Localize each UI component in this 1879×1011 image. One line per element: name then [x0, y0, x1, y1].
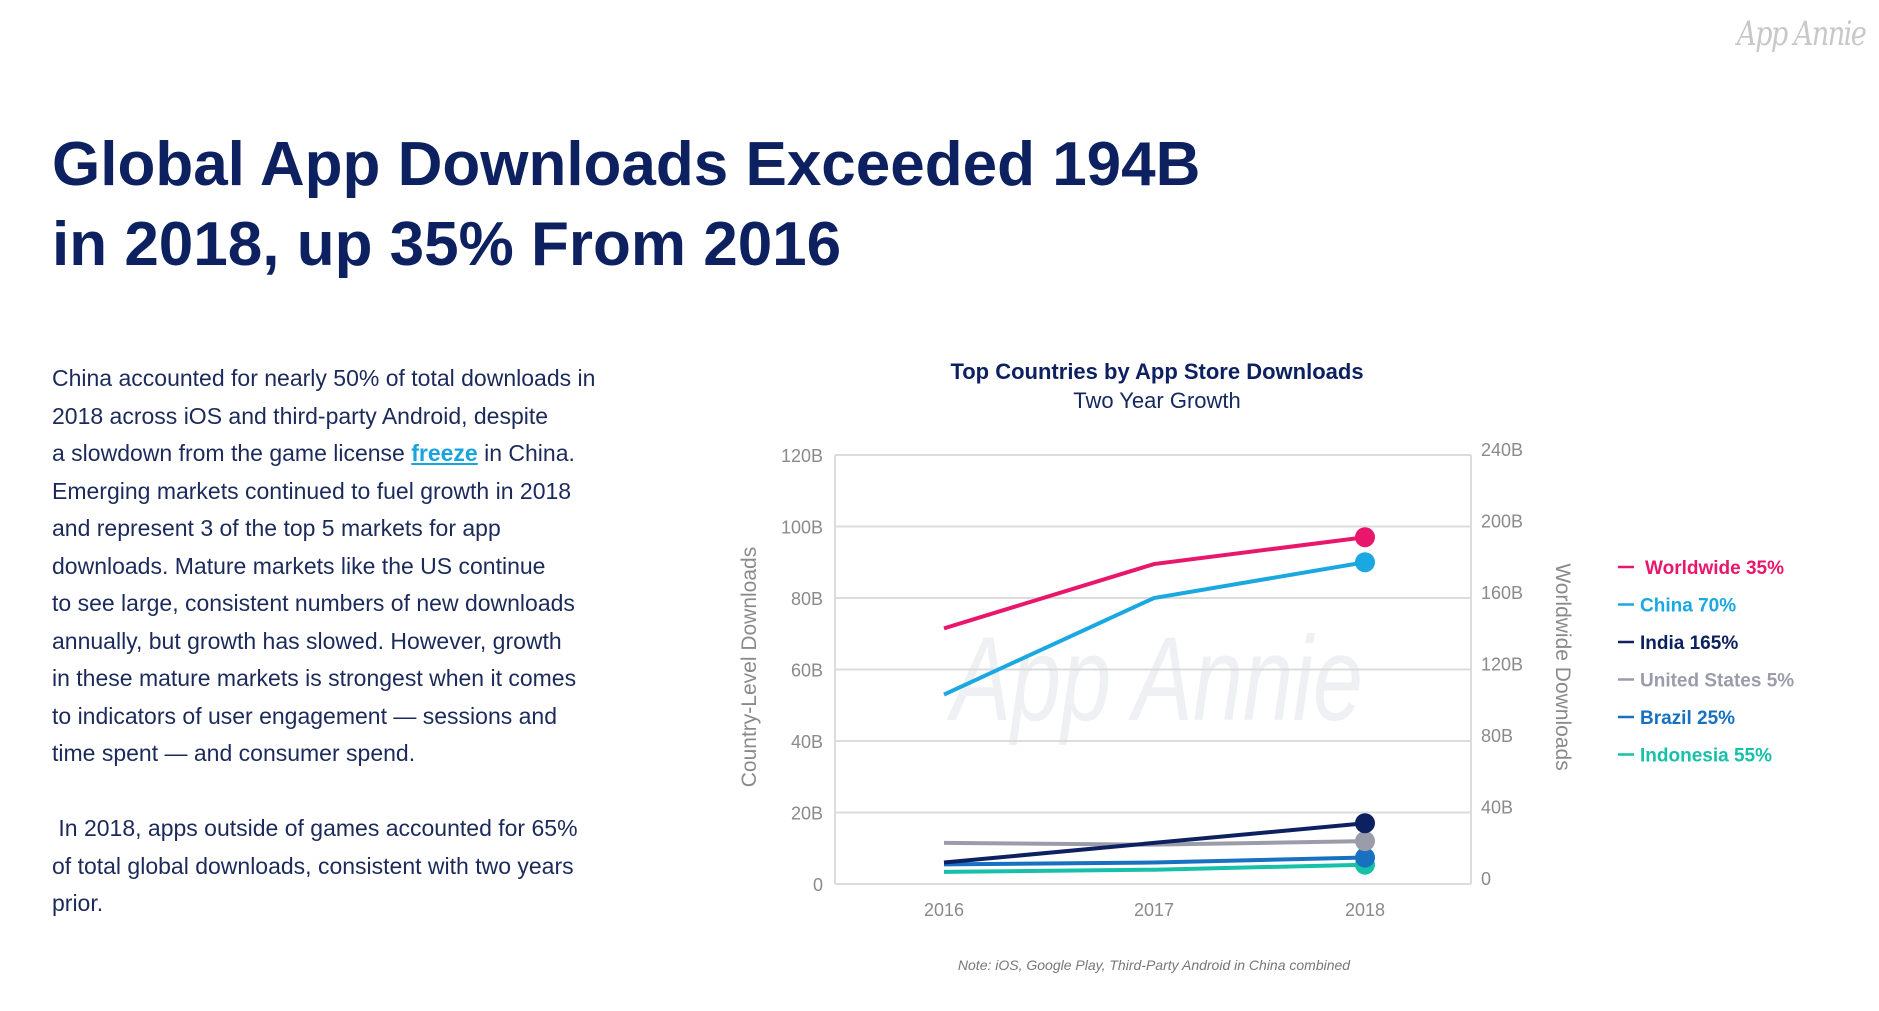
- y-tick-right: 80B: [1481, 726, 1513, 746]
- series-endpoint-united-states: [1355, 831, 1375, 852]
- series-endpoint-china: [1355, 552, 1375, 573]
- x-tick: 2018: [1345, 900, 1385, 920]
- y-tick-right: 0: [1481, 869, 1491, 889]
- app-annie-logo: App Annie: [1736, 14, 1867, 54]
- series-line-worldwide: [943, 535, 1366, 631]
- chart-note: Note: iOS, Google Play, Third-Party Andr…: [958, 957, 1351, 973]
- y-tick-left: 20B: [791, 804, 823, 824]
- legend-item: Brazil 25%: [1640, 708, 1735, 729]
- y-tick-right: 240B: [1481, 440, 1523, 460]
- paragraph-line: time spent — and consumer spend.: [52, 740, 416, 766]
- y-tick-left: 120B: [781, 446, 823, 466]
- legend-item: United States 5%: [1640, 671, 1794, 692]
- paragraph-line: in these mature markets is strongest whe…: [52, 665, 577, 691]
- series-line-china: [943, 560, 1366, 697]
- y-tick-left: 100B: [781, 518, 823, 538]
- x-tick: 2016: [924, 900, 964, 920]
- series-endpoint-worldwide: [1355, 527, 1375, 548]
- y-tick-right: 40B: [1481, 798, 1513, 818]
- paragraph-line: downloads. Mature markets like the US co…: [52, 552, 546, 579]
- freeze-link[interactable]: freeze: [411, 440, 478, 466]
- paragraph-line: and represent 3 of the top 5 markets for…: [52, 515, 501, 541]
- legend-item: India 165%: [1640, 633, 1738, 654]
- y-tick-left: 60B: [791, 661, 823, 681]
- page-title: Global App Downloads Exceeded 194B in 20…: [52, 125, 1200, 285]
- y-tick-right: 160B: [1481, 583, 1523, 603]
- paragraph-line: 2018 across iOS and third-party Android,…: [52, 402, 549, 429]
- y-tick-left: 80B: [791, 589, 823, 609]
- y-tick-right: 120B: [1481, 655, 1523, 675]
- series-line-india: [943, 821, 1366, 865]
- title-line-1: Global App Downloads Exceeded 194B: [52, 130, 1201, 199]
- paragraph-line: In 2018, apps outside of games accounted…: [52, 815, 578, 841]
- paragraph-line: annually, but growth has slowed. However…: [52, 627, 562, 654]
- x-tick: 2017: [1134, 900, 1174, 920]
- series-line-indonesia: [943, 862, 1366, 874]
- y-tick-left: 0: [813, 875, 823, 895]
- paragraph-line: China accounted for nearly 50% of total …: [52, 365, 596, 391]
- legend-item: Worldwide 35%: [1645, 558, 1784, 579]
- series-endpoint-india: [1355, 813, 1375, 834]
- title-line-2: in 2018, up 35% From 2016: [52, 210, 842, 279]
- body-text: China accounted for nearly 50% of total …: [52, 360, 595, 923]
- legend-item: China 70%: [1640, 596, 1736, 617]
- paragraph-line: prior.: [52, 890, 104, 916]
- chart-watermark: App Annie: [946, 613, 1363, 747]
- chart-title: Top Countries by App Store Downloads: [950, 359, 1363, 384]
- y-axis-label-left: Country-Level Downloads: [738, 547, 761, 787]
- series-line-brazil: [943, 855, 1366, 867]
- paragraph-line: to see large, consistent numbers of new …: [52, 590, 575, 616]
- series-endpoint-brazil: [1355, 847, 1375, 868]
- y-tick-left: 40B: [791, 732, 823, 752]
- legend-item: Indonesia 55%: [1640, 746, 1772, 767]
- paragraph-line: Emerging markets continued to fuel growt…: [52, 477, 572, 504]
- chart-subtitle: Two Year Growth: [1073, 388, 1241, 413]
- paragraph-line: to indicators of user engagement — sessi…: [52, 702, 558, 729]
- y-axis-label-right: Worldwide Downloads: [1551, 563, 1574, 770]
- y-tick-right: 200B: [1481, 512, 1523, 532]
- text: in China.: [477, 440, 575, 466]
- paragraph-line: a slowdown from the game license freeze …: [52, 435, 595, 473]
- text: a slowdown from the game license: [52, 440, 412, 466]
- paragraph-line: of total global downloads, consistent wi…: [52, 852, 574, 879]
